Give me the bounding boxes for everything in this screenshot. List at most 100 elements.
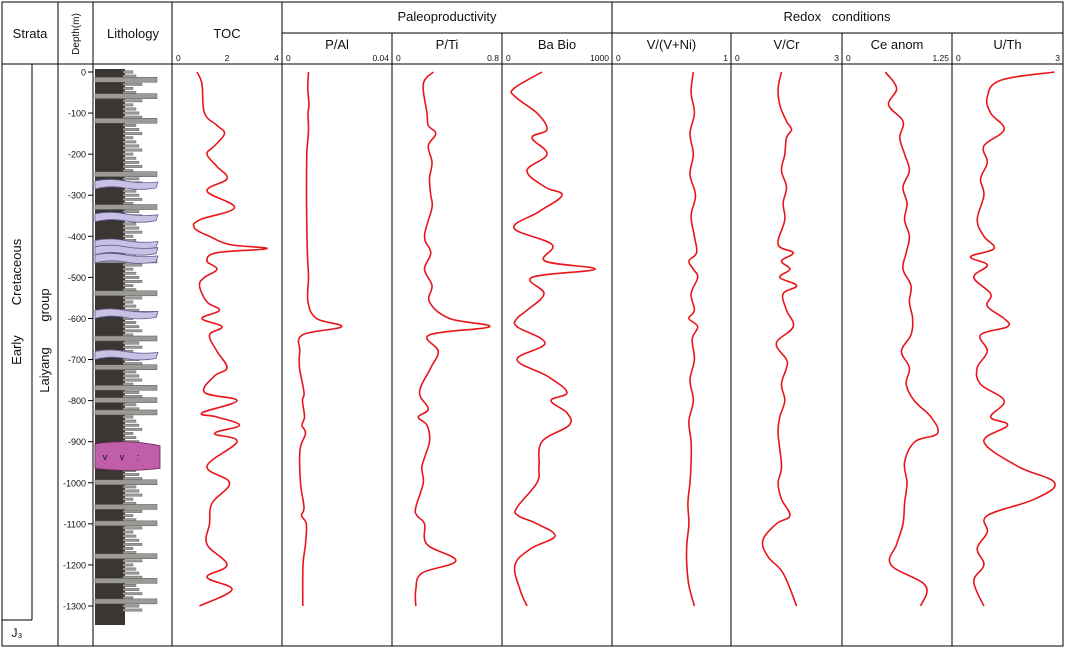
tuff-bed [94,211,159,223]
siltstone-bed [122,563,134,567]
x-tick-label: 3 [1055,53,1060,63]
siltstone-bed [122,296,143,300]
siltstone-bed [122,210,140,214]
sandstone-bed [94,118,158,124]
siltstone-bed [122,152,134,156]
depth-tick-label: -400 [68,232,86,242]
siltstone-bed [122,493,143,497]
depth-tick-label: -1100 [64,519,86,529]
siltstone-bed [122,501,137,505]
siltstone-bed [122,70,134,74]
panel-title: P/Ti [436,37,459,52]
mudstone-column [95,69,125,625]
sandstone-bed [94,93,158,99]
panel-title: Ce anom [871,37,924,52]
siltstone-bed [122,518,137,522]
label-cretaceous: Cretaceous [9,238,24,305]
x-tick-label: 0.04 [372,53,389,63]
siltstone-bed [122,263,143,267]
siltstone-bed [122,193,140,197]
siltstone-bed [122,111,140,115]
panel-title: V/(V+Ni) [647,37,696,52]
label-laiyang: Laiyang [37,347,52,393]
label-early: Early [9,335,24,365]
siltstone-bed [122,485,137,489]
series-line-p_ti [414,71,491,607]
siltstone-bed [122,107,137,111]
siltstone-bed [122,427,143,431]
tuff-bed [94,349,159,361]
siltstone-bed [122,288,137,292]
sandstone-bed [94,335,158,342]
sandstone-bed [94,578,158,584]
depth-tick-label: -1200 [63,560,86,570]
siltstone-bed [122,415,134,419]
panel-v_cr: V/Cr 0 3 [735,37,839,607]
siltstone-bed [122,592,143,596]
siltstone-bed [122,547,134,550]
siltstone-bed [122,370,137,374]
siltstone-bed [122,514,134,518]
tuff-bed [94,179,159,190]
siltstone-bed [122,74,137,78]
depth-tick-label: -200 [68,150,86,160]
depth-tick-label: -500 [68,273,86,283]
siltstone-bed [122,234,134,238]
siltstone-bed [122,510,143,513]
siltstone-bed [122,608,143,612]
siltstone-bed [122,132,143,136]
sandstone-bed [94,409,158,416]
sandstone-bed [94,171,158,177]
label-group: group [37,288,52,321]
siltstone-bed [122,489,140,493]
siltstone-bed [122,497,134,501]
siltstone-bed [122,584,137,587]
depth-tick-label: -900 [68,437,86,447]
sandstone-bed [94,76,158,83]
x-tick-label: 0 [956,53,961,63]
siltstone-bed [122,271,137,275]
header-depth: Depth(m) [71,13,82,55]
x-tick-label: 2 [225,53,230,63]
siltstone-bed [122,345,143,349]
siltstone-bed [122,432,134,435]
depth-tick-label: -600 [68,314,86,324]
depth-axis: 0 -100 -200 -300 -400 -500 -600 -700 -800 -900 -10… [63,68,93,612]
siltstone-bed [122,575,143,579]
siltstone-bed [122,91,137,94]
siltstone-bed [122,321,137,324]
tuff-bed [94,253,159,264]
siltstone-bed [122,419,137,423]
panel-title: TOC [213,26,240,41]
siltstone-bed [122,140,137,144]
siltstone-bed [122,407,140,411]
panel-p_al: P/Al 0 0.04 [286,37,389,607]
depth-tick-label: -300 [68,191,86,201]
siltstone-bed [122,374,140,378]
siltstone-bed [122,136,134,140]
siltstone-bed [122,526,143,530]
header-redox: Redox conditions [784,9,891,24]
depth-tick-label: -700 [68,355,86,365]
x-tick-label: 3 [834,53,839,63]
sandstone-bed [94,290,158,297]
depth-tick-label: -1000 [63,478,86,488]
siltstone-bed [122,341,140,345]
siltstone-bed [122,148,143,152]
series-line-ce_anom [884,71,940,607]
series-line-v_cr [761,71,798,607]
siltstone-bed [122,156,137,160]
basalt-symbol: : [137,452,140,462]
x-tick-label: 0 [286,53,291,63]
siltstone-bed [122,165,143,168]
siltstone-bed [122,530,134,534]
lithology-log: v v: [94,69,161,625]
sandstone-bed [94,204,158,210]
sandstone-bed [94,504,158,510]
siltstone-bed [122,538,140,542]
siltstone-bed [122,123,137,127]
sandstone-bed [94,598,158,605]
siltstone-bed [122,284,134,287]
